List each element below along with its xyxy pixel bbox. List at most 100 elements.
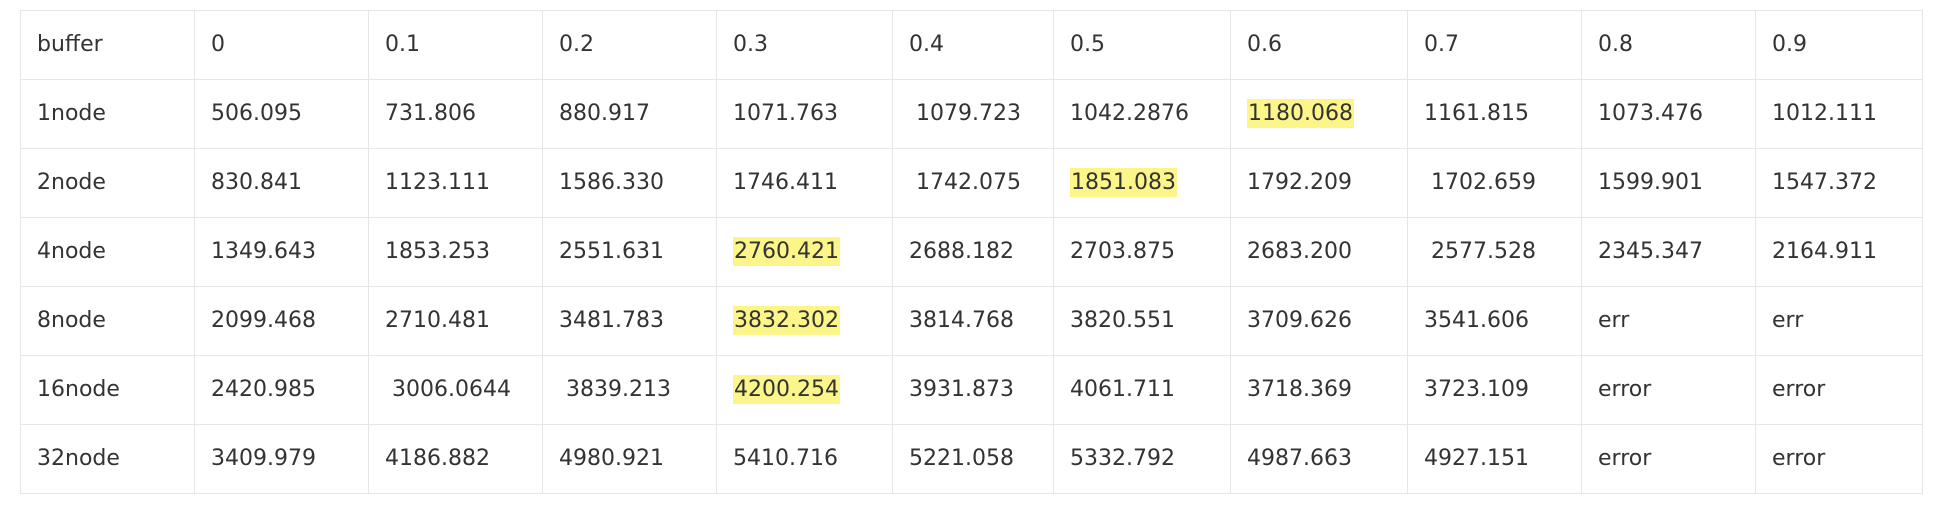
cell-text: 4061.711: [1070, 377, 1175, 402]
cell-text: 0.6: [1247, 32, 1282, 57]
cell-text: 1042.2876: [1070, 101, 1189, 126]
cell-text: 2345.347: [1598, 239, 1703, 264]
table-cell: 2551.631: [542, 217, 717, 287]
cell-text: 3820.551: [1070, 308, 1175, 333]
cell-text: 3481.783: [559, 308, 664, 333]
highlighted-value: 1180.068: [1247, 99, 1354, 128]
cell-text: err: [1598, 308, 1630, 333]
table-cell: 3723.109: [1407, 355, 1582, 425]
table-cell: 4node: [20, 217, 195, 287]
cell-text: 4980.921: [559, 446, 664, 471]
cell-text: 3541.606: [1424, 308, 1529, 333]
table-cell: 2164.911: [1755, 217, 1923, 287]
cell-text: 2683.200: [1247, 239, 1352, 264]
table-cell: 4927.151: [1407, 424, 1582, 494]
cell-text: 3006.0644: [385, 377, 511, 402]
table-cell: 880.917: [542, 79, 717, 149]
header-cell: 0.1: [368, 10, 543, 80]
cell-text: 4927.151: [1424, 446, 1529, 471]
cell-text: 731.806: [385, 101, 476, 126]
cell-text: 2551.631: [559, 239, 664, 264]
table-cell: 1012.111: [1755, 79, 1923, 149]
cell-text: 1079.723: [909, 101, 1021, 126]
cell-text: 3718.369: [1247, 377, 1352, 402]
table-cell: 506.095: [194, 79, 369, 149]
table-cell: 3839.213: [542, 355, 717, 425]
table-cell: 1349.643: [194, 217, 369, 287]
table-cell: 2345.347: [1581, 217, 1756, 287]
table-cell: err: [1755, 286, 1923, 356]
table-cell: 1123.111: [368, 148, 543, 218]
cell-text: 0.7: [1424, 32, 1459, 57]
table-cell: error: [1755, 424, 1923, 494]
cell-text: 1349.643: [211, 239, 316, 264]
highlighted-value: 1851.083: [1070, 168, 1177, 197]
cell-text: 1161.815: [1424, 101, 1529, 126]
table-cell: 4061.711: [1053, 355, 1231, 425]
cell-text: 8node: [37, 308, 106, 333]
cell-text: 5332.792: [1070, 446, 1175, 471]
table-cell: 1746.411: [716, 148, 893, 218]
table-cell: 5410.716: [716, 424, 893, 494]
cell-text: 4186.882: [385, 446, 490, 471]
table-cell: 1851.083: [1053, 148, 1231, 218]
header-cell: 0.8: [1581, 10, 1756, 80]
cell-text: 0.4: [909, 32, 944, 57]
table-cell: 8node: [20, 286, 195, 356]
cell-text: 0.1: [385, 32, 420, 57]
table-cell: 3541.606: [1407, 286, 1582, 356]
cell-text: 3839.213: [559, 377, 671, 402]
header-cell: 0.5: [1053, 10, 1231, 80]
cell-text: 4node: [37, 239, 106, 264]
cell-text: 1792.209: [1247, 170, 1352, 195]
table-cell: 1161.815: [1407, 79, 1582, 149]
table-cell: 2688.182: [892, 217, 1054, 287]
table-cell: 3709.626: [1230, 286, 1408, 356]
table-cell: 2099.468: [194, 286, 369, 356]
table-cell: 2683.200: [1230, 217, 1408, 287]
cell-text: 1742.075: [909, 170, 1021, 195]
cell-text: 0: [211, 32, 225, 57]
data-table: buffer 0 0.1 0.2 0.3 0.4 0.5 0.6 0.7 0.8…: [20, 10, 1923, 494]
cell-text: 0.3: [733, 32, 768, 57]
highlighted-value: 4200.254: [733, 375, 840, 404]
table-cell: error: [1581, 355, 1756, 425]
table-cell: 3718.369: [1230, 355, 1408, 425]
cell-text: 0.8: [1598, 32, 1633, 57]
table-cell: 1599.901: [1581, 148, 1756, 218]
table-row: 4node 1349.643 1853.253 2551.631 2760.42…: [20, 217, 1923, 287]
header-cell: 0: [194, 10, 369, 80]
table-cell: 1742.075: [892, 148, 1054, 218]
cell-text: buffer: [37, 32, 103, 57]
cell-text: 1586.330: [559, 170, 664, 195]
table-cell: 1node: [20, 79, 195, 149]
cell-text: 16node: [37, 377, 120, 402]
cell-text: 2420.985: [211, 377, 316, 402]
table-cell: 5221.058: [892, 424, 1054, 494]
table-cell: 1792.209: [1230, 148, 1408, 218]
cell-text: 3409.979: [211, 446, 316, 471]
cell-text: 2099.468: [211, 308, 316, 333]
table-row: 2node 830.841 1123.111 1586.330 1746.411…: [20, 148, 1923, 218]
cell-text: 3814.768: [909, 308, 1014, 333]
cell-text: error: [1598, 446, 1652, 471]
table-cell: 5332.792: [1053, 424, 1231, 494]
table-cell: 3820.551: [1053, 286, 1231, 356]
cell-text: 2node: [37, 170, 106, 195]
highlighted-value: 2760.421: [733, 237, 840, 266]
table-cell: 2760.421: [716, 217, 893, 287]
table-cell: 4980.921: [542, 424, 717, 494]
cell-text: 1073.476: [1598, 101, 1703, 126]
table-cell: 1586.330: [542, 148, 717, 218]
table-cell: 1702.659: [1407, 148, 1582, 218]
table-cell: 731.806: [368, 79, 543, 149]
header-cell: 0.2: [542, 10, 717, 80]
table-cell: err: [1581, 286, 1756, 356]
cell-text: error: [1772, 446, 1826, 471]
table-row: 1node 506.095 731.806 880.917 1071.763 1…: [20, 79, 1923, 149]
table-row: 16node 2420.985 3006.0644 3839.213 4200.…: [20, 355, 1923, 425]
cell-text: 830.841: [211, 170, 302, 195]
cell-text: 0.9: [1772, 32, 1807, 57]
cell-text: 1702.659: [1424, 170, 1536, 195]
table-cell: 2node: [20, 148, 195, 218]
